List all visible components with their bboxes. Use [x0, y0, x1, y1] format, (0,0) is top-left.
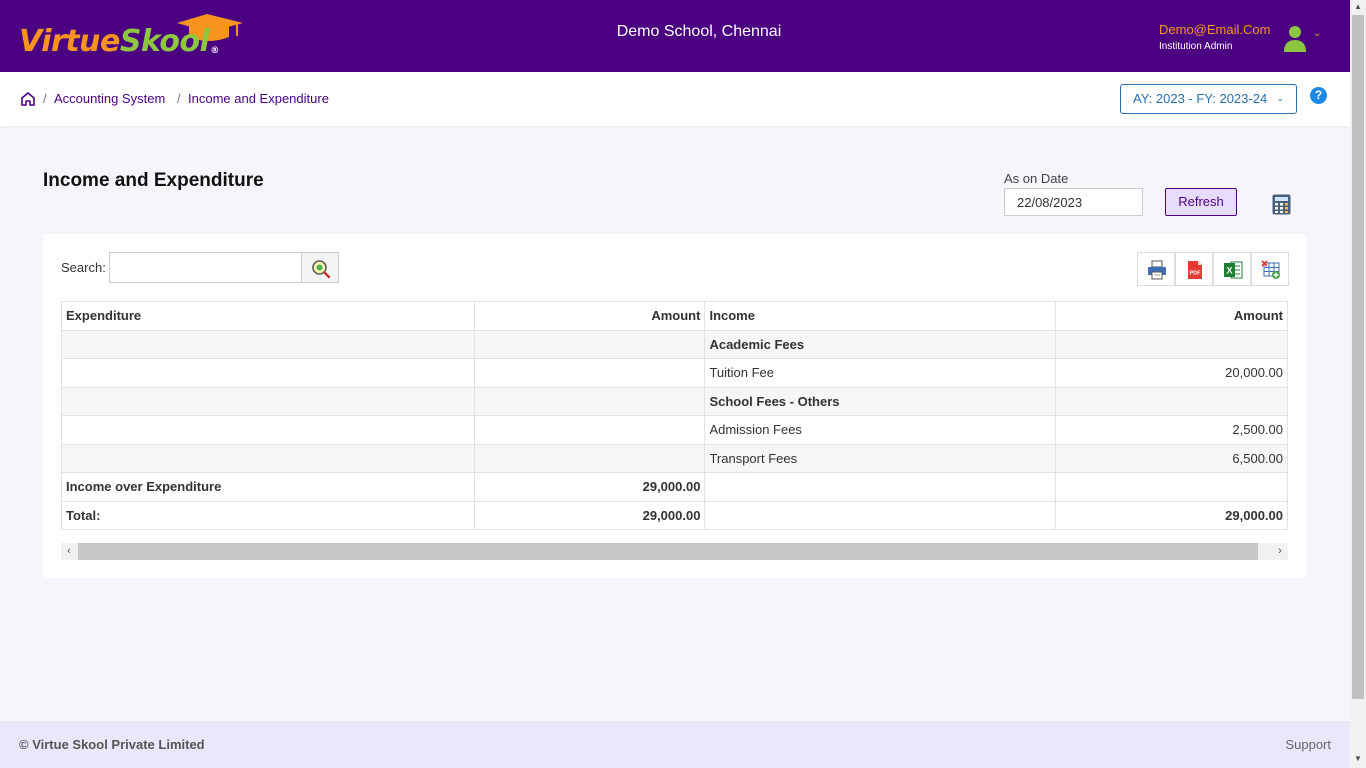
expenditure-cell [61, 415, 475, 445]
pdf-icon: PDF [1188, 261, 1202, 279]
excel-button[interactable]: X [1213, 252, 1251, 286]
income-group-cell: Academic Fees [704, 329, 1057, 359]
search-input[interactable] [109, 252, 302, 283]
column-header-expenditure[interactable]: Expenditure [61, 301, 475, 331]
report-card: Search: PDF X [43, 234, 1306, 578]
expenditure-amount-cell [473, 386, 706, 416]
income-cell: Tuition Fee [704, 358, 1057, 388]
chevron-down-icon: ⌄ [1276, 93, 1284, 103]
academic-year-select[interactable]: AY: 2023 - FY: 2023-24 ⌄ [1120, 84, 1297, 114]
income-over-expenditure-amount: 29,000.00 [473, 472, 706, 502]
breadcrumb-separator: / [177, 91, 181, 106]
user-email[interactable]: Demo@Email.Com [1159, 22, 1271, 37]
refresh-button[interactable]: Refresh [1165, 188, 1237, 216]
virtueskool-logo[interactable]: VirtueSkool® [19, 12, 249, 60]
income-amount-cell [1055, 386, 1288, 416]
expenditure-cell [61, 443, 475, 473]
table-horizontal-scrollbar[interactable]: ‹ › [61, 543, 1288, 560]
income-amount-cell: 20,000.00 [1055, 358, 1288, 388]
table-row: School Fees - Others [61, 386, 1288, 416]
search-label: Search: [61, 260, 106, 275]
graduation-cap-icon [177, 14, 243, 41]
column-header-income[interactable]: Income [704, 301, 1057, 331]
column-visibility-icon [1261, 260, 1280, 279]
page-title: Income and Expenditure [43, 170, 264, 191]
home-icon[interactable] [20, 91, 36, 107]
expenditure-amount-cell [473, 443, 706, 473]
total-row: Total: 29,000.00 29,000.00 [61, 500, 1288, 530]
income-amount-cell [1055, 329, 1288, 359]
scroll-up-arrow-icon[interactable]: ▲ [1354, 2, 1362, 11]
svg-text:PDF: PDF [1190, 271, 1202, 277]
expenditure-amount-cell [473, 415, 706, 445]
print-button[interactable] [1137, 252, 1175, 286]
page-vertical-scrollbar[interactable]: ▲ ▼ [1350, 0, 1366, 768]
search-icon [312, 260, 331, 279]
column-header-expenditure-amount[interactable]: Amount [473, 301, 706, 331]
expenditure-amount-cell [473, 358, 706, 388]
total-label: Total: [61, 500, 475, 530]
table-row: Income over Expenditure 29,000.00 [61, 472, 1288, 502]
income-amount-cell [1055, 472, 1288, 502]
total-expenditure-amount: 29,000.00 [473, 500, 706, 530]
scroll-left-arrow-icon[interactable]: ‹ [67, 545, 71, 557]
income-group-cell: School Fees - Others [704, 386, 1057, 416]
income-cell: Transport Fees [704, 443, 1057, 473]
table-row: Admission Fees 2,500.00 [61, 415, 1288, 445]
total-income-amount: 29,000.00 [1055, 500, 1288, 530]
support-link[interactable]: Support [1285, 737, 1331, 752]
income-cell [704, 472, 1057, 502]
top-header: VirtueSkool® Demo School, Chennai Demo@E… [0, 0, 1350, 72]
table-row: Transport Fees 6,500.00 [61, 443, 1288, 473]
user-role: Institution Admin [1159, 41, 1233, 52]
print-icon [1148, 260, 1166, 280]
pdf-button[interactable]: PDF [1175, 252, 1213, 286]
calculator-icon[interactable] [1272, 194, 1291, 215]
table-row: Academic Fees [61, 329, 1288, 359]
income-over-expenditure-label: Income over Expenditure [61, 472, 475, 502]
column-visibility-button[interactable] [1251, 252, 1289, 286]
income-expenditure-table: Expenditure Amount Income Amount Academi… [61, 301, 1288, 530]
as-on-date-label: As on Date [1004, 171, 1069, 186]
income-amount-cell: 2,500.00 [1055, 415, 1288, 445]
expenditure-cell [61, 358, 475, 388]
breadcrumb-income-and-expenditure[interactable]: Income and Expenditure [188, 91, 329, 106]
breadcrumb-separator: / [43, 91, 47, 106]
table-header-row: Expenditure Amount Income Amount [61, 301, 1288, 331]
school-name: Demo School, Chennai [616, 23, 782, 40]
expenditure-cell [61, 386, 475, 416]
footer: © Virtue Skool Private Limited Support [0, 721, 1350, 768]
user-avatar-icon[interactable] [1282, 24, 1308, 52]
help-icon[interactable]: ? [1310, 87, 1327, 104]
income-amount-cell: 6,500.00 [1055, 443, 1288, 473]
breadcrumb-accounting-system[interactable]: Accounting System [54, 91, 166, 106]
scroll-down-arrow-icon[interactable]: ▼ [1354, 754, 1362, 763]
income-cell: Admission Fees [704, 415, 1057, 445]
academic-year-label: AY: 2023 - FY: 2023-24 [1133, 91, 1268, 106]
income-cell [704, 500, 1057, 530]
scrollbar-thumb[interactable] [1352, 15, 1364, 699]
svg-text:X: X [1226, 266, 1232, 276]
logo-text: VirtueSkool® [19, 24, 219, 59]
footer-copyright: © Virtue Skool Private Limited [19, 737, 205, 752]
column-header-income-amount[interactable]: Amount [1055, 301, 1288, 331]
breadcrumb-bar: / Accounting System / Income and Expendi… [0, 72, 1350, 126]
scroll-right-arrow-icon[interactable]: › [1278, 545, 1282, 557]
scrollbar-thumb[interactable] [78, 543, 1258, 560]
search-button[interactable] [301, 252, 339, 283]
expenditure-amount-cell [473, 329, 706, 359]
table-row: Tuition Fee 20,000.00 [61, 358, 1288, 388]
expenditure-cell [61, 329, 475, 359]
user-menu-chevron-icon[interactable]: ⌄ [1313, 28, 1322, 39]
as-on-date-input[interactable] [1004, 188, 1143, 216]
excel-icon: X [1224, 261, 1243, 279]
